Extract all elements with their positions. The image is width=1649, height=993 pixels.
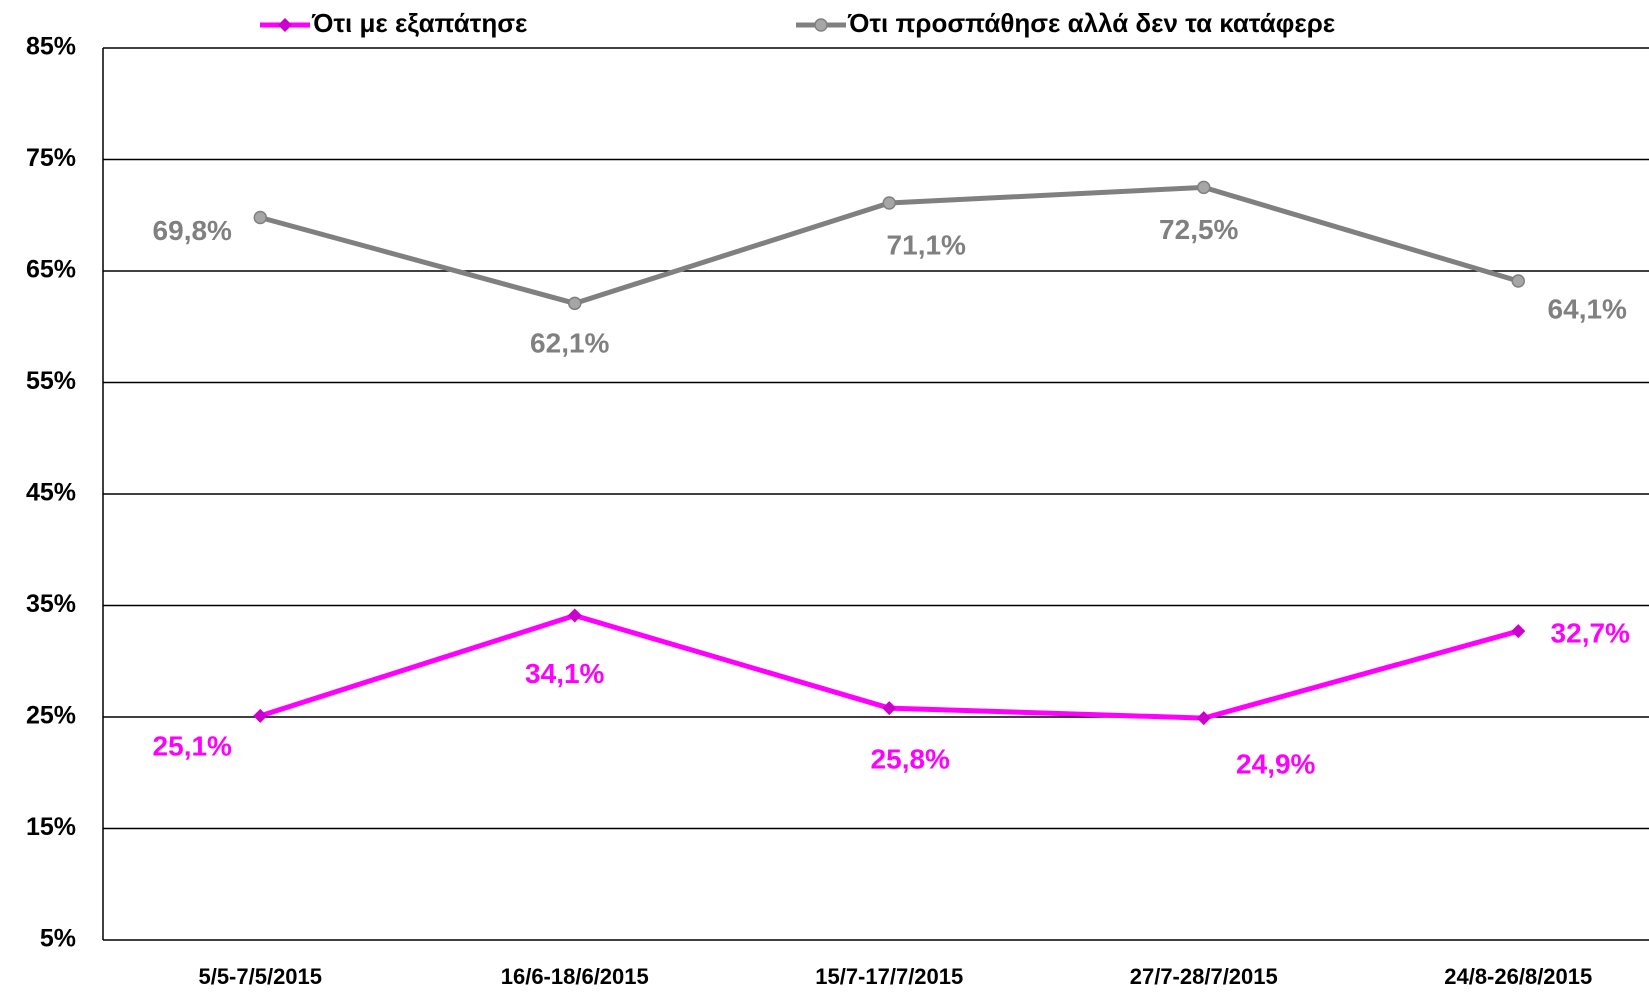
data-point — [1511, 624, 1526, 639]
data-point — [568, 296, 582, 311]
y-tick-label: 25% — [26, 702, 76, 730]
data-label: 71,1% — [887, 229, 966, 260]
x-tick-label: 24/8-26/8/2015 — [1444, 964, 1592, 989]
y-tick-label: 35% — [26, 590, 76, 618]
data-point — [253, 708, 268, 723]
data-label: 72,5% — [1159, 214, 1238, 245]
data-point — [253, 210, 267, 225]
data-label: 69,8% — [153, 215, 232, 246]
data-point — [567, 608, 582, 623]
legend-marker — [278, 18, 292, 32]
data-point — [1197, 180, 1211, 195]
legend-marker — [814, 18, 828, 32]
data-label: 62,1% — [530, 328, 609, 359]
data-point — [882, 701, 897, 716]
y-tick-label: 45% — [26, 479, 76, 507]
data-label: 34,1% — [525, 658, 604, 689]
x-tick-label: 16/6-18/6/2015 — [501, 964, 649, 989]
x-tick-label: 15/7-17/7/2015 — [815, 964, 963, 989]
y-tick-label: 15% — [26, 813, 76, 841]
data-label: 25,8% — [871, 743, 950, 774]
data-point — [882, 196, 896, 210]
data-label: 24,9% — [1236, 749, 1315, 780]
data-label: 32,7% — [1551, 618, 1630, 649]
legend-label: Ότι προσπάθησε αλλά δεν τα κατάφερε — [847, 8, 1335, 38]
legend-label: Ότι με εξαπάτησε — [311, 8, 527, 38]
y-tick-label: 85% — [26, 33, 76, 61]
y-tick-label: 65% — [26, 256, 76, 284]
data-label: 25,1% — [153, 730, 232, 761]
data-point — [1196, 711, 1211, 726]
x-tick-label: 27/7-28/7/2015 — [1130, 964, 1278, 989]
data-label: 64,1% — [1548, 293, 1627, 324]
x-tick-label: 5/5-7/5/2015 — [198, 964, 322, 989]
y-tick-label: 5% — [40, 925, 76, 953]
y-tick-label: 75% — [26, 144, 76, 172]
y-tick-label: 55% — [26, 367, 76, 395]
data-point — [1511, 274, 1525, 288]
